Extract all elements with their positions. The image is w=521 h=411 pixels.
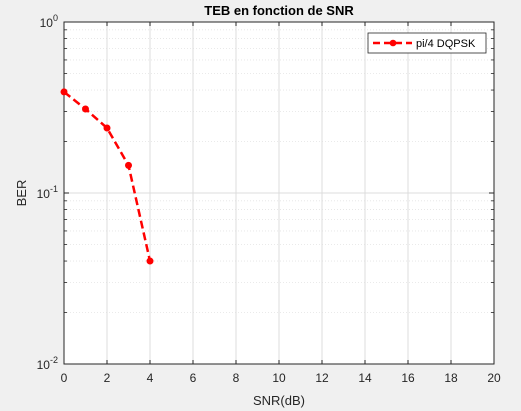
x-tick-label: 0: [61, 371, 68, 385]
legend-entry-label: pi/4 DQPSK: [416, 38, 476, 50]
data-point[interactable]: [125, 161, 132, 169]
legend[interactable]: pi/4 DQPSK: [367, 32, 487, 54]
major-grid: [64, 22, 494, 364]
y-tick-label: 10-2: [37, 355, 58, 372]
x-tick-label: 6: [190, 371, 197, 385]
x-tick-label: 16: [401, 371, 415, 385]
legend-box: [367, 32, 487, 54]
y-tick-label: 10-1: [37, 184, 58, 201]
series-line: [63, 90, 152, 262]
y-tick-label: 100: [40, 13, 58, 30]
data-point[interactable]: [146, 257, 154, 265]
x-tick-label: 18: [444, 371, 458, 385]
x-tick-label: 14: [358, 371, 372, 385]
x-tick-label: 12: [315, 371, 329, 385]
series-layer: [60, 88, 154, 265]
data-point[interactable]: [60, 88, 68, 96]
x-tick-label: 20: [487, 371, 501, 385]
x-tick-labels: 0 2 4 6 8 10 12 14 16 18 20: [61, 371, 501, 385]
x-tick-label: 8: [233, 371, 240, 385]
chart-title: TEB en fonction de SNR: [204, 3, 354, 18]
data-point[interactable]: [82, 105, 89, 113]
legend-marker-sample: [389, 39, 397, 47]
y-axis-label: BER: [14, 180, 29, 207]
x-tick-label: 2: [104, 371, 111, 385]
data-point[interactable]: [103, 124, 111, 132]
x-tick-label: 4: [147, 371, 154, 385]
x-axis-label: SNR(dB): [253, 393, 305, 408]
x-tick-label: 10: [272, 371, 286, 385]
y-tick-labels: 100 10-1 10-2: [37, 13, 58, 372]
